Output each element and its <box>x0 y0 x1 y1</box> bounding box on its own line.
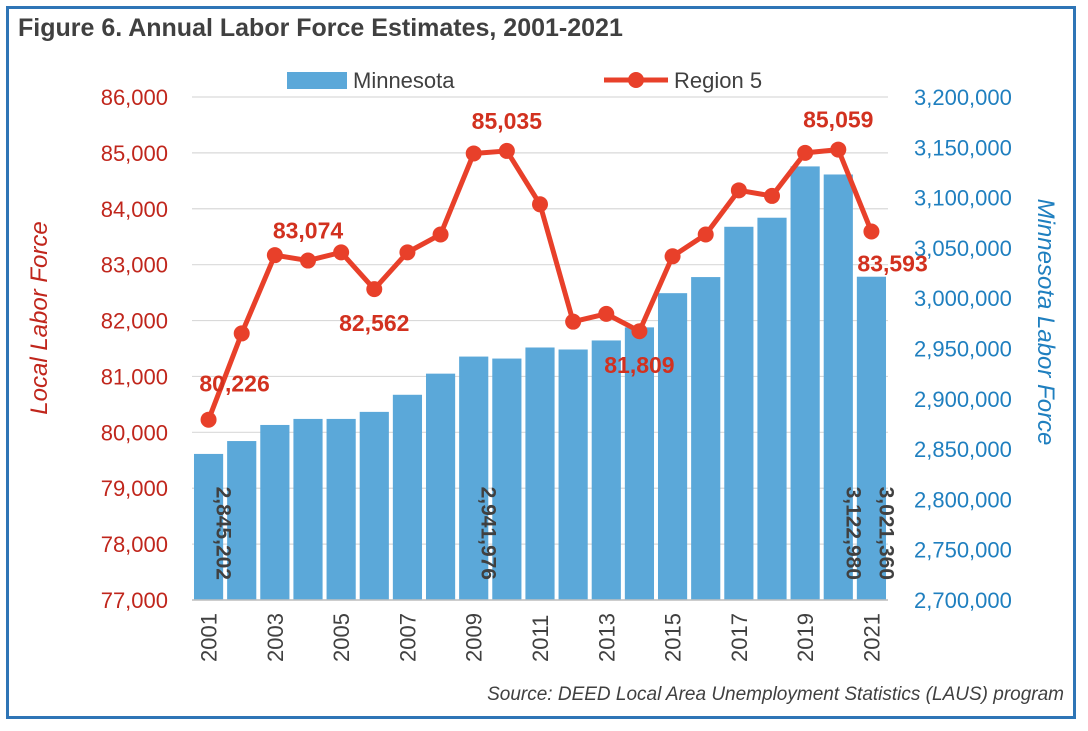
bar-minnesota-2007 <box>392 394 423 600</box>
bar-minnesota-2011 <box>525 347 555 600</box>
right-axis-tick-label: 3,000,000 <box>914 286 1012 311</box>
point-region5-2009 <box>465 145 482 162</box>
right-axis-tick-label: 3,150,000 <box>914 135 1012 160</box>
x-tick-label: 2015 <box>661 613 686 662</box>
right-axis-tick-label: 2,950,000 <box>914 337 1012 362</box>
right-axis-tick-label: 3,100,000 <box>914 186 1012 211</box>
bar-minnesota-2015 <box>657 293 688 600</box>
point-region5-2003 <box>266 247 283 264</box>
x-tick-label: 2017 <box>727 613 752 662</box>
bar-data-label: 2,941,976 <box>477 487 500 580</box>
bar-minnesota-2013 <box>591 340 621 600</box>
point-region5-2010 <box>498 142 515 159</box>
x-tick-label: 2019 <box>793 613 818 662</box>
point-region5-2020 <box>830 141 847 158</box>
point-region5-2021 <box>863 223 880 240</box>
right-axis-tick-label: 3,200,000 <box>914 85 1012 110</box>
right-axis-tick-label: 3,050,000 <box>914 236 1012 261</box>
left-axis-tick-label: 79,000 <box>101 476 168 501</box>
x-tick-label: 2021 <box>859 613 884 662</box>
bar-minnesota-2021 <box>856 276 887 600</box>
point-region5-2017 <box>730 182 747 199</box>
bar-minnesota-2010 <box>492 358 522 600</box>
left-axis-tick-label: 84,000 <box>101 197 168 222</box>
right-axis-tick-label: 2,900,000 <box>914 387 1012 412</box>
left-axis-tick-label: 81,000 <box>101 364 168 389</box>
bar-minnesota-2018 <box>757 217 787 600</box>
bar-minnesota-2019 <box>790 166 820 600</box>
x-tick-label: 2011 <box>528 615 553 662</box>
bar-minnesota-2020 <box>823 174 853 600</box>
left-axis-tick-label: 82,000 <box>101 309 168 334</box>
right-axis-tick-label: 2,850,000 <box>914 437 1012 462</box>
bar-minnesota-2012 <box>558 349 588 600</box>
point-region5-2001 <box>200 411 217 428</box>
right-axis-tick-label: 2,700,000 <box>914 588 1012 613</box>
point-region5-2007 <box>399 244 416 261</box>
legend-label-minnesota: Minnesota <box>353 68 455 93</box>
point-region5-2018 <box>764 187 780 204</box>
legend-marker-region5 <box>628 72 644 88</box>
point-region5-2011 <box>532 196 548 213</box>
x-tick-label: 2005 <box>329 613 354 662</box>
right-axis-tick-label: 2,750,000 <box>914 538 1012 563</box>
x-tick-label: 2001 <box>197 613 222 662</box>
line-data-label: 81,809 <box>604 352 674 378</box>
bar-minnesota-2005 <box>326 418 356 600</box>
bar-minnesota-2003 <box>260 424 290 600</box>
point-region5-2002 <box>233 325 250 342</box>
x-tick-label: 2007 <box>395 613 420 662</box>
line-data-label: 83,074 <box>273 218 344 244</box>
line-data-label: 80,226 <box>199 371 269 397</box>
x-tick-label: 2009 <box>462 613 487 662</box>
bar-data-label: 3,021,360 <box>874 487 897 580</box>
bar-data-label: 3,122,980 <box>841 487 864 580</box>
right-axis-tick-label: 2,800,000 <box>914 487 1012 512</box>
line-data-label: 85,059 <box>803 107 873 133</box>
chart-title: Figure 6. Annual Labor Force Estimates, … <box>18 14 623 42</box>
bar-minnesota-2014 <box>624 327 655 600</box>
point-region5-2005 <box>333 244 350 261</box>
point-region5-2012 <box>565 313 582 330</box>
bar-minnesota-2008 <box>425 373 456 600</box>
line-data-label: 85,035 <box>472 108 543 134</box>
point-region5-2006 <box>366 281 383 298</box>
point-region5-2015 <box>664 248 681 265</box>
line-data-label: 82,562 <box>339 310 409 336</box>
bar-minnesota-2002 <box>227 441 257 600</box>
bar-minnesota-2001 <box>193 453 224 600</box>
point-region5-2004 <box>300 252 316 269</box>
legend-label-region5: Region 5 <box>674 68 762 93</box>
point-region5-2008 <box>432 226 449 243</box>
bar-minnesota-2016 <box>691 277 721 600</box>
x-tick-label: 2003 <box>263 613 288 662</box>
point-region5-2014 <box>631 323 648 340</box>
right-axis-title: Minnesota Labor Force <box>1032 199 1059 446</box>
point-region5-2013 <box>598 305 615 322</box>
bar-minnesota-2004 <box>293 418 323 600</box>
line-data-label: 83,593 <box>857 251 927 277</box>
left-axis-tick-label: 80,000 <box>101 420 168 445</box>
bar-minnesota-2017 <box>724 226 754 601</box>
left-axis-tick-label: 78,000 <box>101 532 168 557</box>
bar-minnesota-2009 <box>459 356 489 600</box>
x-tick-label: 2013 <box>594 613 619 662</box>
point-region5-2016 <box>697 226 714 243</box>
chart-source: Source: DEED Local Area Unemployment Sta… <box>487 684 1064 705</box>
left-axis-tick-label: 85,000 <box>101 141 168 166</box>
point-region5-2019 <box>797 144 814 161</box>
bar-minnesota-2006 <box>359 411 389 600</box>
legend-swatch-minnesota <box>287 72 347 89</box>
bar-data-label: 2,845,202 <box>212 487 235 580</box>
left-axis-title: Local Labor Force <box>26 221 53 414</box>
left-axis-tick-label: 77,000 <box>101 588 168 613</box>
left-axis-tick-label: 83,000 <box>101 253 168 278</box>
left-axis-tick-label: 86,000 <box>101 85 168 110</box>
